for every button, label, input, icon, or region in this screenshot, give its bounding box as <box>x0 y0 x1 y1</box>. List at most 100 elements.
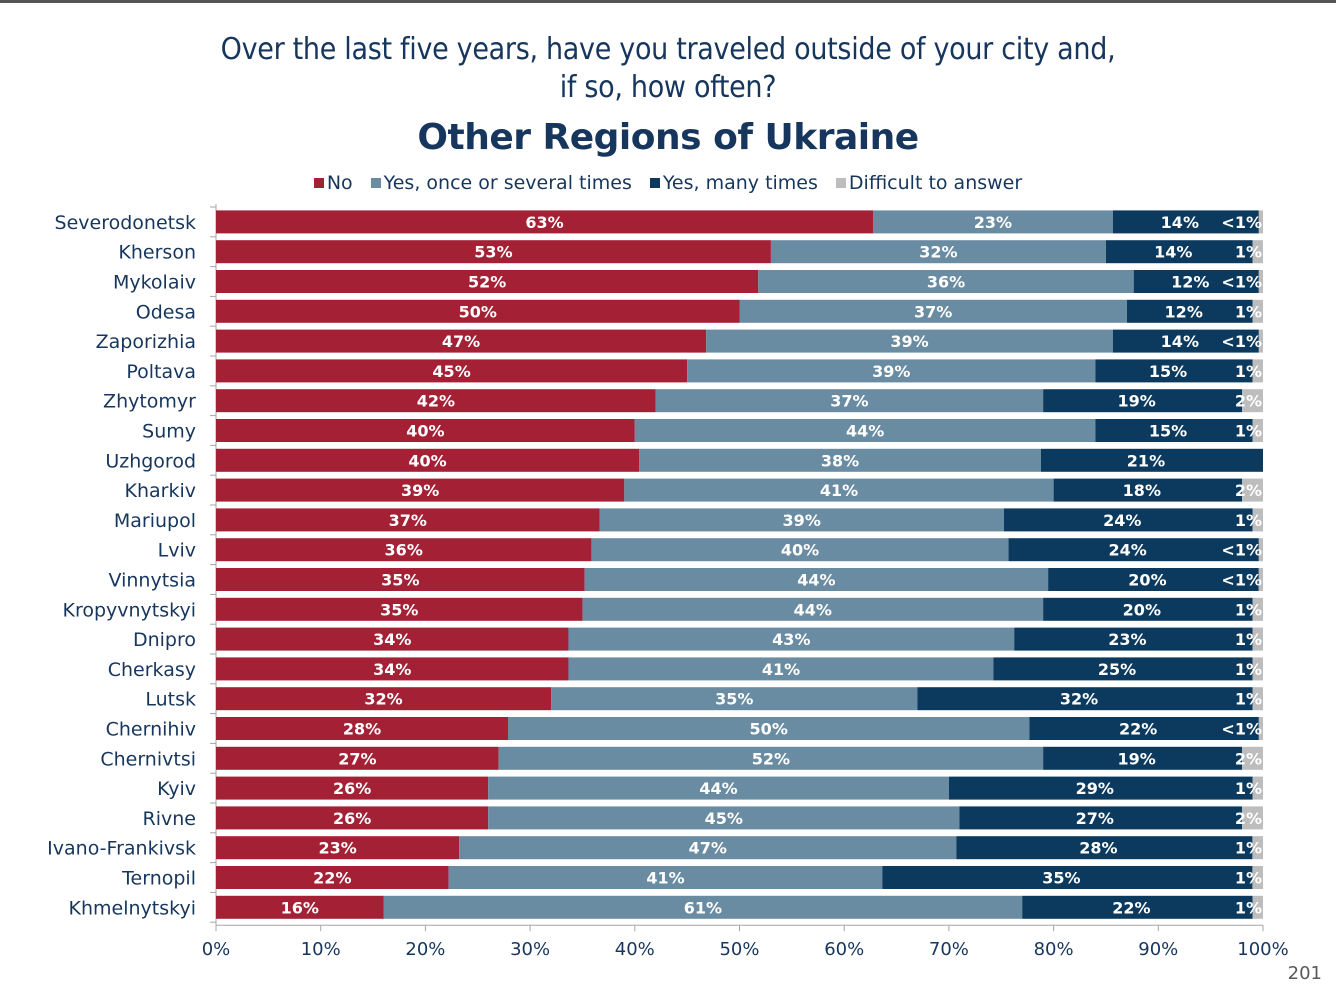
bar-segment <box>216 329 707 353</box>
legend-label-difficult: Difficult to answer <box>848 172 1023 194</box>
bar-segment <box>584 568 1049 591</box>
data-label: 39% <box>872 362 910 381</box>
bar-segment <box>1242 806 1263 830</box>
bar-segment <box>634 419 1096 442</box>
category-label: Dnipro <box>133 629 196 651</box>
data-label: 22% <box>313 869 351 888</box>
bar-segment <box>1252 776 1263 800</box>
bar-segment <box>758 270 1134 293</box>
bar-segment <box>582 597 1044 621</box>
category-label: Rivne <box>143 808 196 830</box>
bar-segment <box>1252 657 1263 681</box>
bar-segment <box>1112 210 1259 234</box>
legend-item-difficult: Difficult to answer <box>835 172 1023 194</box>
legend-swatch-yes-many <box>649 178 660 188</box>
data-label: 14% <box>1161 213 1199 232</box>
bar-segment <box>216 895 384 919</box>
data-label: 15% <box>1149 422 1187 441</box>
category-label: Zhytomyr <box>103 391 196 413</box>
data-label: 1% <box>1235 511 1262 530</box>
legend-label-yes-once: Yes, once or several times <box>383 172 632 194</box>
data-label: 40% <box>408 451 446 470</box>
data-label: 27% <box>338 749 376 768</box>
data-label: 45% <box>705 809 743 828</box>
data-label: 45% <box>432 362 470 381</box>
data-label: 1% <box>1235 779 1262 798</box>
bar-segment <box>1252 240 1263 264</box>
category-label: Lviv <box>158 540 196 562</box>
category-label: Kropyvnytskyi <box>62 599 196 621</box>
data-label: 53% <box>474 243 512 262</box>
bar-segment <box>1105 240 1253 264</box>
data-label: <1% <box>1221 332 1262 351</box>
bar-segment <box>216 389 656 413</box>
data-label: 1% <box>1235 302 1262 321</box>
category-label: Lutsk <box>145 689 196 711</box>
bar-segment <box>1252 895 1263 919</box>
data-label: 12% <box>1171 273 1209 292</box>
data-label: 2% <box>1235 809 1262 828</box>
category-label: Odesa <box>136 301 196 323</box>
bar-segment <box>1252 359 1263 383</box>
data-label: <1% <box>1221 541 1262 560</box>
bar-segment <box>216 627 569 651</box>
data-label: 14% <box>1154 243 1192 262</box>
bar-segment <box>551 687 918 711</box>
legend-item-no: No <box>313 172 353 194</box>
data-label: 32% <box>919 243 957 262</box>
data-label: 37% <box>914 302 952 321</box>
bar-segment <box>1258 717 1263 740</box>
bar-segment <box>1242 478 1263 502</box>
data-label: <1% <box>1221 213 1262 232</box>
category-label: Chernihiv <box>106 719 196 741</box>
data-label: 25% <box>1098 660 1136 679</box>
data-label: 1% <box>1235 422 1262 441</box>
x-tick-label: 100% <box>1237 939 1288 960</box>
bar-segment <box>216 687 552 711</box>
data-label: 39% <box>783 511 821 530</box>
bar-segment <box>216 270 759 293</box>
data-label: 52% <box>752 749 790 768</box>
bar-segment <box>1008 538 1259 562</box>
data-label: 42% <box>417 392 455 411</box>
bar-segment <box>216 210 873 234</box>
data-label: 21% <box>1127 451 1165 470</box>
data-label: 63% <box>525 213 563 232</box>
bar-segment <box>568 627 1015 651</box>
data-label: 50% <box>750 720 788 739</box>
data-label: 19% <box>1117 392 1155 411</box>
bar-segment <box>216 717 508 740</box>
data-label: 37% <box>830 392 868 411</box>
data-label: 1% <box>1235 243 1262 262</box>
data-label: 44% <box>846 422 884 441</box>
bar-segment <box>624 478 1054 502</box>
data-label: 44% <box>794 600 832 619</box>
bar-segment <box>1252 299 1263 323</box>
data-label: 36% <box>927 273 965 292</box>
bar-segment <box>216 419 635 442</box>
page-number: 201 <box>1287 963 1322 984</box>
data-label: 22% <box>1119 720 1157 739</box>
category-label: Ternopil <box>121 868 196 890</box>
bar-segment <box>956 836 1253 860</box>
data-label: 23% <box>318 839 356 858</box>
category-label: Vinnytsia <box>109 570 196 592</box>
bar-segment <box>1003 508 1253 532</box>
bar-segment <box>948 776 1253 800</box>
data-label: 12% <box>1165 302 1203 321</box>
x-tick-label: 0% <box>202 939 231 960</box>
legend-item-yes-many: Yes, many times <box>649 172 818 194</box>
bar-segment <box>599 508 1004 532</box>
bar-segment <box>1252 687 1263 711</box>
data-label: 35% <box>1042 869 1080 888</box>
data-label: 26% <box>333 809 371 828</box>
data-label: 52% <box>468 273 506 292</box>
bar-segment <box>1029 717 1259 740</box>
data-label: <1% <box>1221 720 1262 739</box>
bar-segment <box>216 657 569 681</box>
data-label: 44% <box>699 779 737 798</box>
bar-segment <box>993 657 1253 681</box>
bar-segment <box>770 240 1106 264</box>
chart-title: Over the last five years, have you trave… <box>0 31 1336 107</box>
bar-segment <box>1014 627 1253 651</box>
